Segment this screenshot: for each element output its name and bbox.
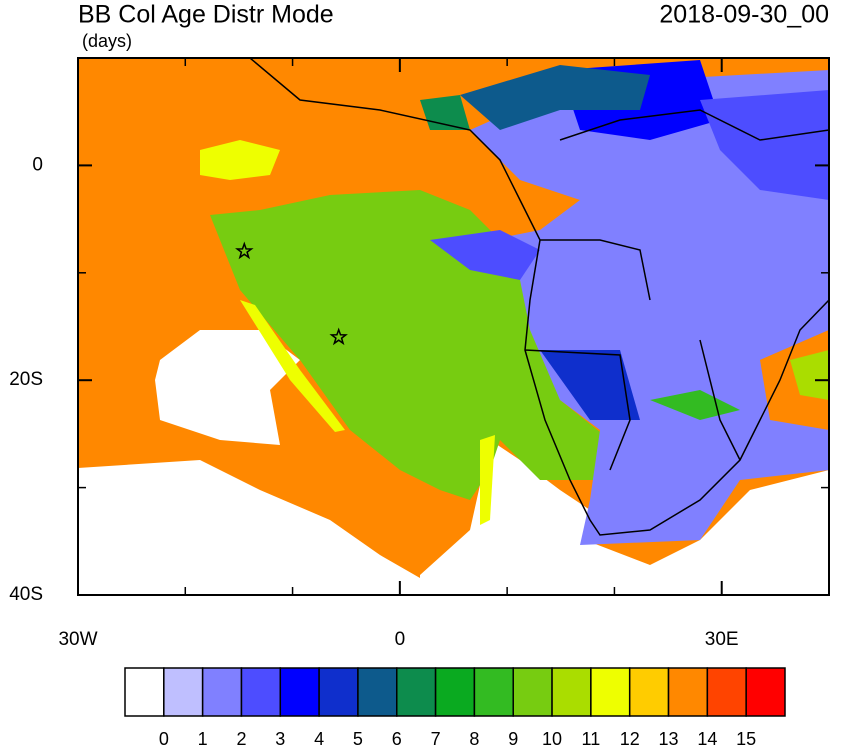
x-tick-label: 30E [705,629,739,650]
colorbar-label: 13 [659,729,679,749]
color-box [240,667,282,717]
units: (days) [82,31,132,51]
colorbar-label: 5 [353,729,363,749]
colorbar-label: 6 [392,729,402,749]
colorbar-label: 12 [620,729,640,749]
color-box [318,667,359,717]
map-field [78,58,829,595]
colorbar-label: 10 [542,729,562,749]
color-box [279,667,320,717]
y-tick-label: 40S [9,584,43,605]
star-marker [329,327,348,346]
color-box [163,667,204,717]
color-box [590,667,631,717]
color-box [512,667,553,717]
color-box [124,667,165,717]
colorbar-label: 0 [159,729,169,749]
plot-frame [77,57,830,596]
colorbar-label: 15 [736,729,756,749]
color-box [667,667,709,717]
x-tick-label: 30W [58,629,97,650]
colorbar-label: 2 [236,729,246,749]
color-box [706,667,747,717]
colorbar-label: 8 [469,729,479,749]
color-box [473,667,514,717]
x-tick-label: 0 [395,629,406,650]
colorbar-label: 7 [431,729,441,749]
colorbar-label: 14 [697,729,717,749]
colorbar-label: 3 [275,729,285,749]
y-tick-label: 0 [32,154,43,175]
color-box [434,667,476,717]
color-box [357,667,398,717]
color-box [396,667,437,717]
color-box [628,667,670,717]
star-marker [235,241,254,260]
colorbar-label: 11 [582,729,601,749]
colorbar-label: 4 [314,729,324,749]
color-box [201,667,243,717]
colorbar-label: 9 [508,729,518,749]
color-box [551,667,592,717]
color-box [745,667,786,717]
y-tick-label: 20S [9,369,43,390]
title: BB Col Age Distr Mode [78,1,334,29]
colorbar-label: 1 [198,729,208,749]
date: 2018-09-30_00 [659,1,829,29]
